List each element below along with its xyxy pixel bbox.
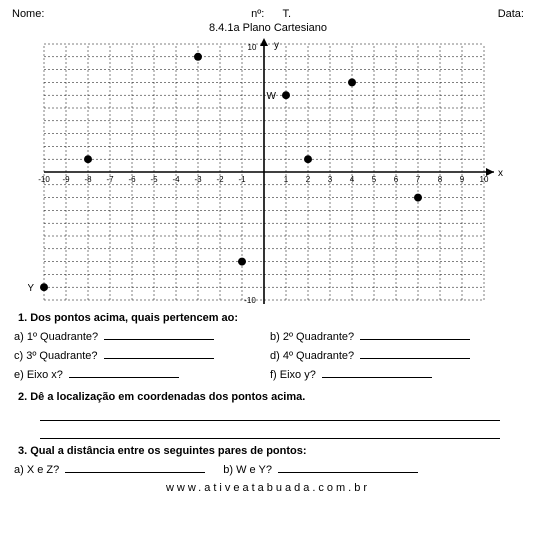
svg-text:W: W <box>267 91 277 102</box>
blank-q3-a[interactable] <box>65 461 205 473</box>
svg-text:-8: -8 <box>84 175 92 184</box>
svg-text:-5: -5 <box>150 175 158 184</box>
q1-f: f) Eixo y? <box>270 369 316 381</box>
q1-a: a) 1º Quadrante? <box>14 331 98 343</box>
label-data: Data: <box>498 8 524 20</box>
svg-text:10: 10 <box>248 43 257 52</box>
svg-text:-9: -9 <box>62 175 70 184</box>
q1-d: d) 4º Quadrante? <box>270 350 354 362</box>
svg-text:6: 6 <box>394 175 399 184</box>
svg-text:-3: -3 <box>194 175 202 184</box>
label-nome: Nome: <box>12 8 44 20</box>
svg-text:y: y <box>274 40 279 51</box>
svg-text:x: x <box>498 168 503 179</box>
q3-b: b) W e Y? <box>223 464 272 476</box>
blank-q1-b[interactable] <box>360 328 470 340</box>
blank-q2-line2[interactable] <box>40 427 500 439</box>
label-turma: T. <box>282 8 291 20</box>
svg-text:9: 9 <box>460 175 465 184</box>
label-numero: nº: <box>251 8 264 20</box>
q1-c: c) 3º Quadrante? <box>14 350 98 362</box>
q3-a: a) X e Z? <box>14 464 59 476</box>
svg-text:5: 5 <box>372 175 377 184</box>
q3-lead: 3. Qual a distância entre os seguintes p… <box>18 445 307 457</box>
blank-q3-b[interactable] <box>278 461 418 473</box>
svg-text:-7: -7 <box>106 175 114 184</box>
svg-text:-6: -6 <box>128 175 136 184</box>
svg-text:2: 2 <box>306 175 311 184</box>
blank-q2-line1[interactable] <box>40 409 500 421</box>
svg-text:4: 4 <box>350 175 355 184</box>
svg-text:-2: -2 <box>216 175 224 184</box>
svg-text:-1: -1 <box>238 175 246 184</box>
q1-lead: 1. Dos pontos acima, quais pertencem ao: <box>18 312 238 324</box>
svg-text:Y: Y <box>28 283 34 294</box>
svg-text:-10: -10 <box>38 175 50 184</box>
svg-text:-10: -10 <box>244 296 256 305</box>
blank-q1-e[interactable] <box>69 366 179 378</box>
blank-q1-d[interactable] <box>360 347 470 359</box>
svg-text:7: 7 <box>416 175 421 184</box>
svg-text:8: 8 <box>438 175 443 184</box>
svg-text:-4: -4 <box>172 175 180 184</box>
blank-q1-f[interactable] <box>322 366 432 378</box>
page-title: 8.4.1a Plano Cartesiano <box>209 22 327 34</box>
svg-text:10: 10 <box>480 175 489 184</box>
q1-b: b) 2º Quadrante? <box>270 331 354 343</box>
q1-e: e) Eixo x? <box>14 369 63 381</box>
footer-url: www.ativeatabuada.com.br <box>12 482 524 494</box>
cartesian-plane-chart: -10 -9 -8 -7 -6 -5 -4 -3 -2 -1 1 2 3 4 5 6 7 8 9 10 10 -10 y x W… <box>28 38 508 306</box>
svg-text:3: 3 <box>328 175 333 184</box>
svg-text:1: 1 <box>284 175 289 184</box>
blank-q1-c[interactable] <box>104 347 214 359</box>
q2-lead: 2. Dê a localização em coordenadas dos p… <box>18 391 305 403</box>
blank-q1-a[interactable] <box>104 328 214 340</box>
